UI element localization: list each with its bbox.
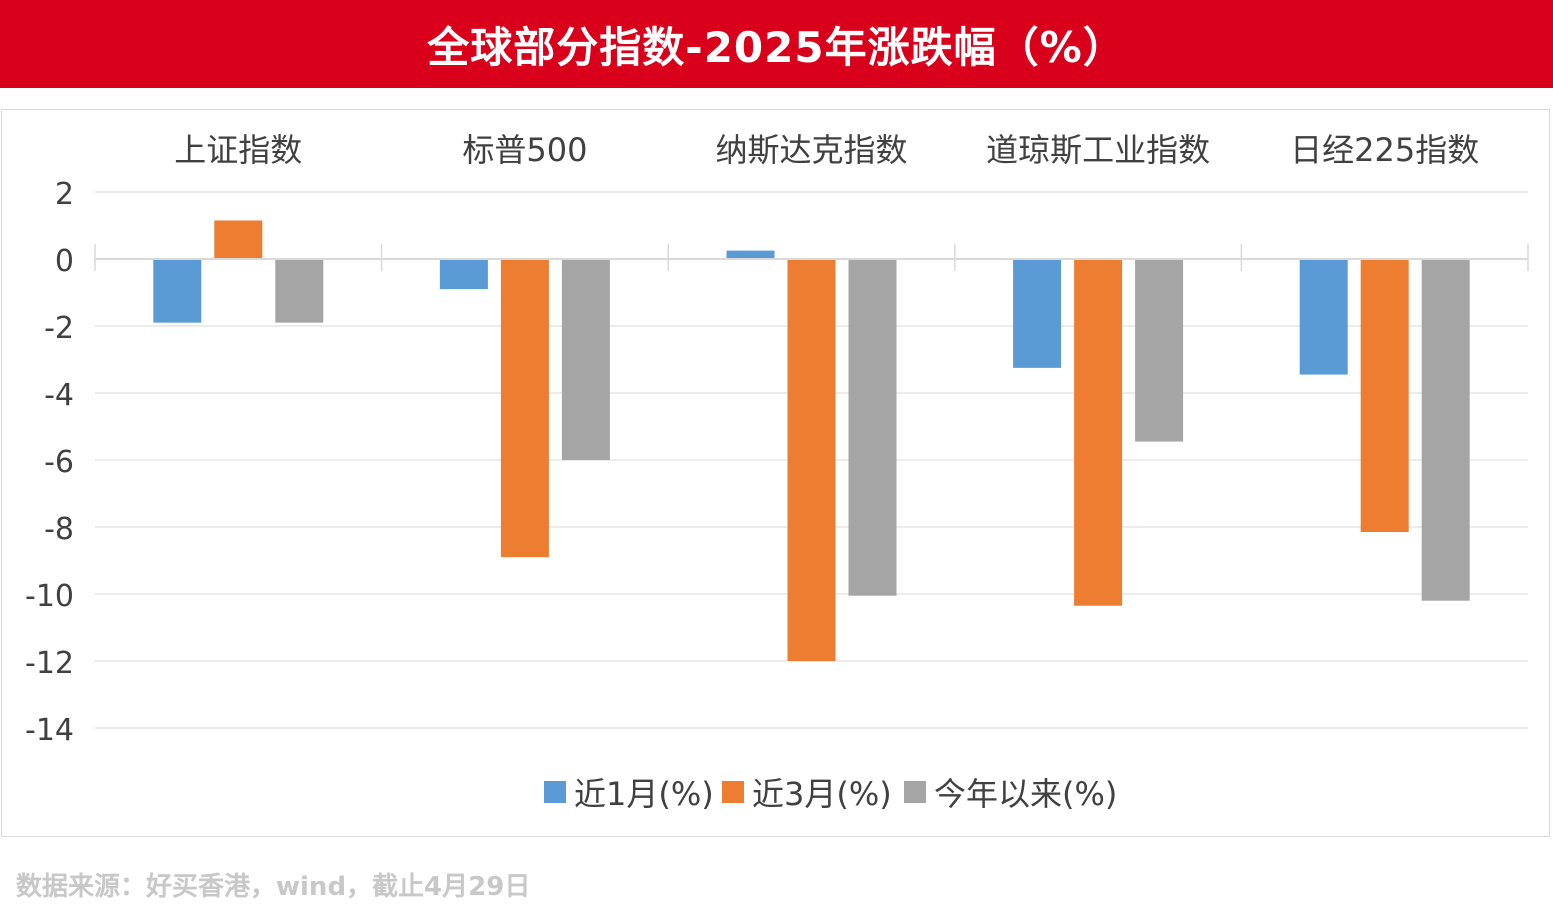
y-tick-label: -10 bbox=[25, 579, 74, 614]
bar bbox=[1013, 259, 1062, 368]
bar bbox=[1074, 259, 1123, 606]
bar bbox=[848, 259, 897, 596]
title-bar: 全球部分指数-2025年涨跌幅（%） bbox=[0, 0, 1553, 88]
y-tick-label: 0 bbox=[55, 244, 74, 279]
y-tick-label: -4 bbox=[44, 378, 74, 413]
category-label: 纳斯达克指数 bbox=[715, 131, 907, 169]
category-label: 道琼斯工业指数 bbox=[986, 131, 1210, 169]
legend-swatch bbox=[904, 781, 926, 803]
legend-label: 近1月(%) bbox=[574, 775, 714, 813]
y-tick-label: -14 bbox=[25, 713, 74, 748]
bar bbox=[787, 259, 836, 661]
legend-swatch bbox=[722, 781, 744, 803]
bar bbox=[439, 259, 488, 290]
bar bbox=[1360, 259, 1409, 533]
y-tick-label: -2 bbox=[44, 311, 74, 346]
bar bbox=[1135, 259, 1184, 442]
y-tick-label: -12 bbox=[25, 646, 74, 681]
legend-swatch bbox=[544, 781, 566, 803]
y-tick-label: 2 bbox=[55, 177, 74, 212]
legend-label: 今年以来(%) bbox=[934, 775, 1117, 813]
category-label: 上证指数 bbox=[174, 131, 302, 169]
bar bbox=[1421, 259, 1470, 601]
bar bbox=[275, 259, 324, 323]
bar bbox=[1299, 259, 1348, 375]
y-tick-label: -6 bbox=[44, 445, 74, 480]
bar-chart: 2 0 -2 -4 -6 -8 -10 -12 -14 上证指数 标普500 纳斯达克指数 道琼斯工业指… bbox=[25, 131, 1529, 813]
bar bbox=[214, 220, 263, 259]
legend-label: 近3月(%) bbox=[752, 775, 892, 813]
bar bbox=[500, 259, 549, 558]
chart-title: 全球部分指数-2025年涨跌幅（%） bbox=[427, 22, 1126, 72]
source-note: 数据来源：好买香港，wind，截止4月29日 bbox=[16, 872, 531, 902]
bar bbox=[153, 259, 202, 323]
category-label: 标普500 bbox=[462, 131, 587, 169]
y-tick-label: -8 bbox=[44, 512, 74, 547]
bar bbox=[726, 250, 775, 259]
category-label: 日经225指数 bbox=[1290, 131, 1479, 169]
bar bbox=[561, 259, 610, 460]
